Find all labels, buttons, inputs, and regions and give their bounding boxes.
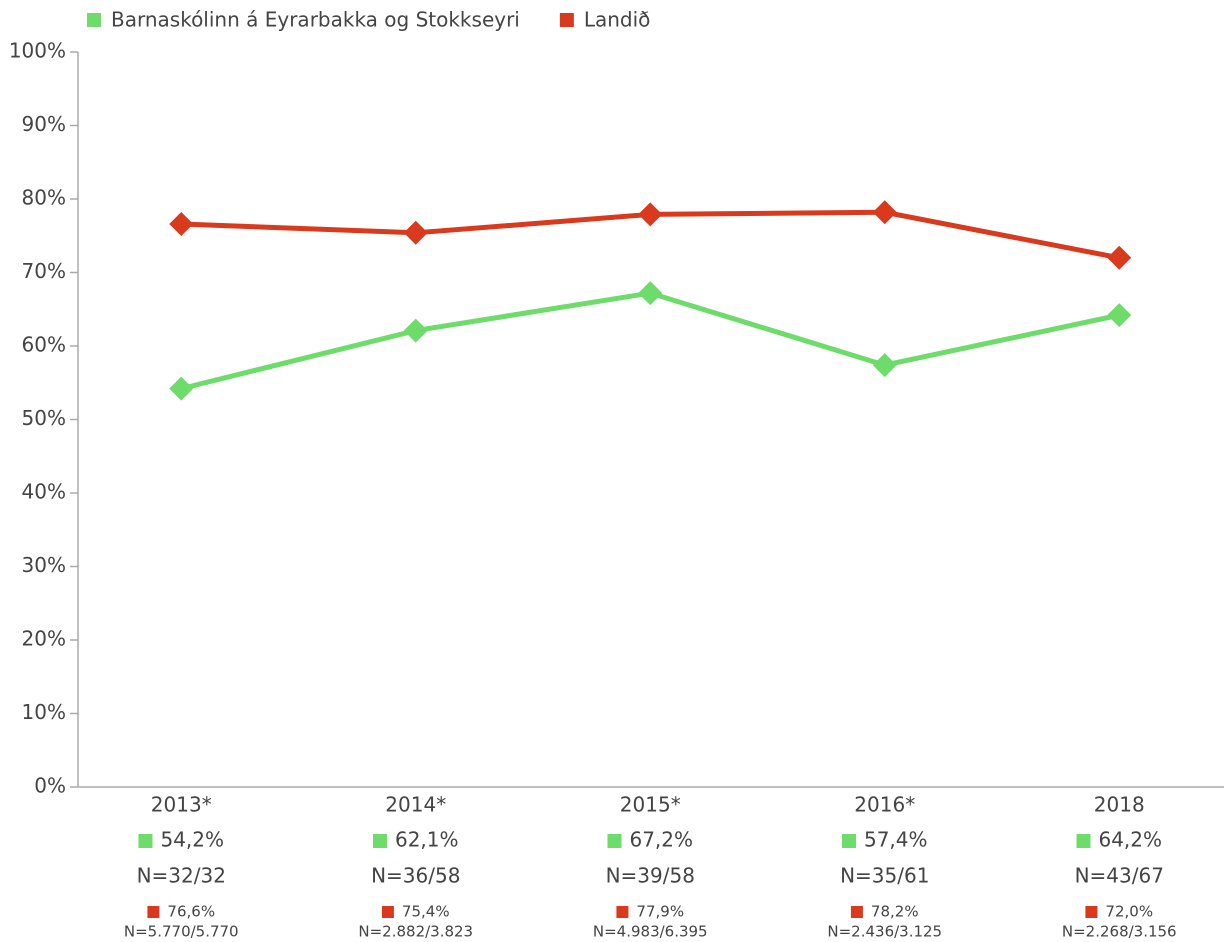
label-swatch — [616, 906, 629, 918]
label-swatch — [147, 906, 160, 918]
label-swatch — [1076, 834, 1091, 848]
y-tick-label: 10% — [22, 700, 66, 724]
label-swatch — [372, 834, 387, 848]
y-tick-label: 20% — [22, 627, 66, 651]
x-tick-label: 2016* — [854, 793, 915, 817]
n-label: N=32/32 — [137, 864, 226, 888]
label-swatch — [607, 834, 622, 848]
legend-swatch — [559, 13, 574, 27]
value-label: 54,2% — [160, 828, 224, 852]
n-label: N=43/67 — [1075, 864, 1164, 888]
y-tick-label: 80% — [22, 186, 66, 210]
legend-label: Landið — [584, 8, 651, 32]
x-tick-label: 2013* — [151, 793, 212, 817]
x-tick-label: 2015* — [620, 793, 681, 817]
label-swatch — [381, 906, 394, 918]
y-tick-label: 0% — [34, 774, 66, 798]
point-marker — [872, 353, 897, 378]
value-label: 75,4% — [402, 903, 450, 921]
point-marker — [1107, 303, 1132, 328]
series-line — [180, 290, 1120, 392]
label-swatch — [1085, 906, 1098, 918]
point-marker — [1107, 245, 1132, 270]
point-marker — [169, 376, 194, 401]
y-tick-label: 30% — [22, 553, 66, 577]
y-tick-label: 40% — [22, 480, 66, 504]
y-tick-label: 60% — [22, 333, 66, 357]
point-marker — [403, 220, 428, 245]
point-marker — [638, 281, 663, 306]
n-label: N=35/61 — [840, 864, 929, 888]
n-label: N=5.770/5.770 — [124, 923, 239, 941]
point-marker — [169, 211, 194, 236]
value-label: 62,1% — [395, 828, 459, 852]
point-marker — [638, 202, 663, 227]
n-label: N=2.882/3.823 — [358, 923, 473, 941]
value-label: 72,0% — [1105, 903, 1153, 921]
y-tick-label: 100% — [9, 39, 66, 63]
n-label: N=2.436/3.125 — [827, 923, 942, 941]
y-tick-label: 90% — [22, 112, 66, 136]
n-label: N=2.268/3.156 — [1062, 923, 1177, 941]
point-marker — [872, 200, 897, 225]
y-tick-label: 70% — [22, 259, 66, 283]
n-label: N=4.983/6.395 — [593, 923, 708, 941]
value-label: 67,2% — [629, 828, 693, 852]
x-tick-label: 2018 — [1094, 793, 1145, 817]
label-swatch — [841, 834, 856, 848]
value-label: 77,9% — [636, 903, 684, 921]
n-label: N=36/58 — [371, 864, 460, 888]
label-swatch — [850, 906, 863, 918]
legend-swatch — [87, 13, 101, 27]
value-label: 57,4% — [864, 828, 928, 852]
y-tick-label: 50% — [22, 406, 66, 430]
label-swatch — [138, 834, 153, 848]
n-label: N=39/58 — [606, 864, 695, 888]
value-label: 78,2% — [871, 903, 919, 921]
value-label: 76,6% — [167, 903, 215, 921]
point-marker — [403, 318, 428, 343]
value-label: 64,2% — [1098, 828, 1162, 852]
x-tick-label: 2014* — [385, 793, 446, 817]
legend-label: Barnaskólinn á Eyrarbakka og Stokkseyri — [111, 8, 520, 32]
